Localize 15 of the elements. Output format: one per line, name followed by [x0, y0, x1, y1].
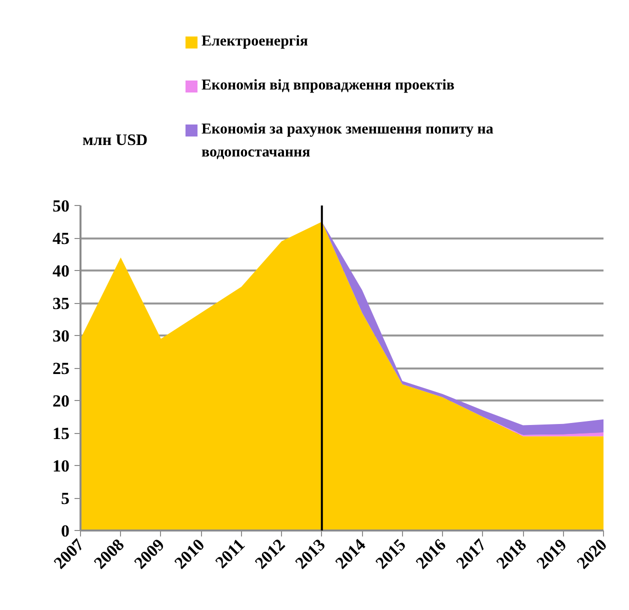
legend-label: Економія від впровадження проектів [202, 78, 454, 94]
legend-label: Економія за рахунок зменшення попиту на водопостачання [202, 122, 494, 161]
y-tick-label: 15 [52, 424, 70, 443]
legend-label: Електроенергія [202, 34, 308, 50]
y-axis-title: млн USD [82, 132, 148, 149]
y-tick-label: 25 [52, 359, 70, 378]
y-tick-label: 5 [61, 489, 70, 508]
y-tick-label: 50 [52, 196, 70, 216]
y-tick-label: 45 [52, 229, 70, 248]
y-tick-label: 35 [52, 294, 70, 313]
y-tick-label: 40 [52, 262, 70, 280]
y-tick-label: 10 [52, 456, 70, 476]
y-tick-label: 0 [61, 522, 70, 540]
y-tick-label: 20 [52, 392, 70, 410]
y-tick-label: 30 [52, 326, 70, 346]
